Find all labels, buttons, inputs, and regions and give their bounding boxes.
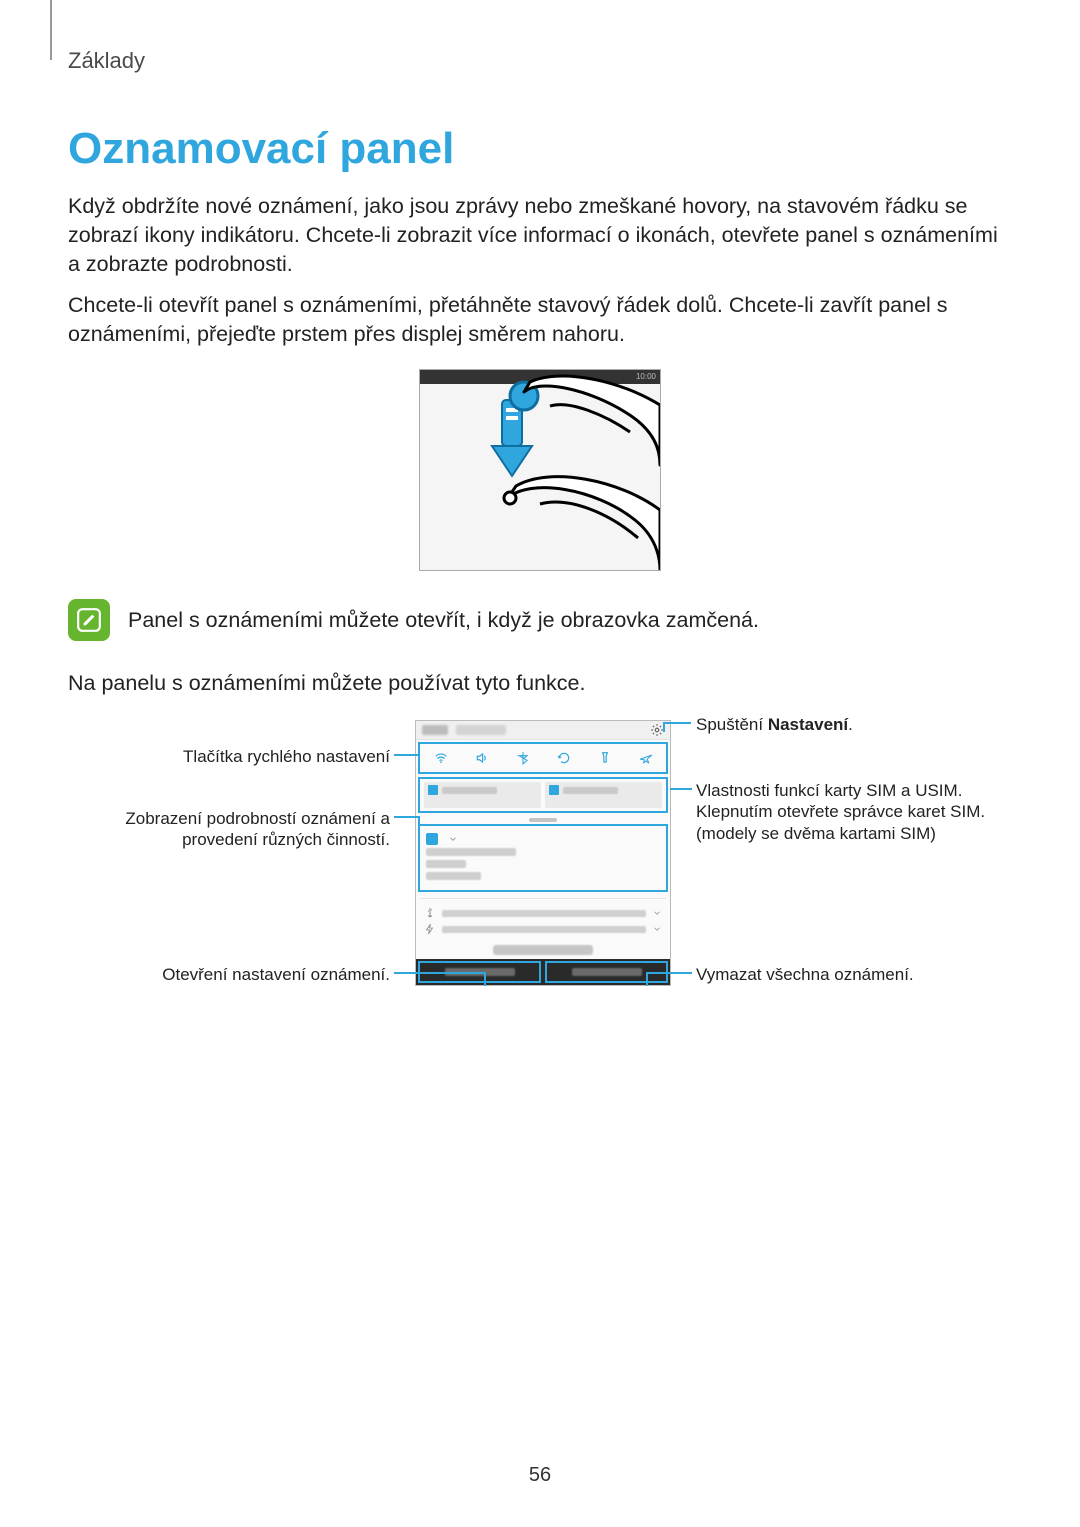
paragraph-2: Chcete-li otevřít panel s oznámeními, př… xyxy=(68,291,1012,349)
lead-line xyxy=(418,972,485,974)
callout-settings: Spuštění Nastavení. xyxy=(696,714,996,735)
blur-line xyxy=(426,860,466,868)
qs-sound xyxy=(461,744,502,772)
blur-chip xyxy=(422,725,448,735)
app-color-chip xyxy=(426,833,438,845)
qs-wifi xyxy=(420,744,461,772)
chevron-down-icon xyxy=(652,924,662,934)
callout-settings-c: . xyxy=(848,715,853,734)
lead-line xyxy=(484,972,486,986)
lead-line xyxy=(668,972,692,974)
paragraph-intro2: Na panelu s oznámeními můžete používat t… xyxy=(68,669,1012,698)
blur-line xyxy=(426,848,516,856)
lead-line xyxy=(394,754,418,756)
lead-line xyxy=(394,972,418,974)
notif-row-usb xyxy=(416,905,670,921)
swipe-arrow-icon xyxy=(492,400,532,476)
bolt-icon xyxy=(424,923,436,935)
gear-icon xyxy=(650,723,664,737)
speaker-icon xyxy=(475,751,489,765)
qs-rotate xyxy=(543,744,584,772)
blur-pill xyxy=(493,945,593,955)
separator xyxy=(420,898,666,899)
swipe-gesture-svg xyxy=(420,370,660,570)
phone-mock xyxy=(415,720,671,986)
pencil-note-icon xyxy=(76,607,102,633)
note-text: Panel s oznámeními můžete otevřít, i kdy… xyxy=(128,608,759,633)
callout-notif-settings: Otevření nastavení oznámení. xyxy=(90,964,390,985)
lead-line xyxy=(663,722,665,732)
blur-line xyxy=(426,872,481,880)
lead-line xyxy=(663,722,691,724)
side-rule xyxy=(50,0,52,60)
sim-slot-2 xyxy=(545,782,662,808)
page: Základy Oznamovací panel Když obdržíte n… xyxy=(0,0,1080,1527)
blur-chip xyxy=(456,725,506,735)
illustration-swipe: 10:00 xyxy=(419,369,661,571)
airplane-icon xyxy=(639,751,653,765)
callout-sim: Vlastnosti funkcí karty SIM a USIM. Klep… xyxy=(696,780,1006,844)
callout-settings-a: Spuštění xyxy=(696,715,768,734)
paragraph-1: Když obdržíte nové oznámení, jako jsou z… xyxy=(68,192,1012,279)
quick-settings-row xyxy=(418,742,668,774)
usb-icon xyxy=(424,907,436,919)
hand-top-icon xyxy=(510,376,660,465)
blur-label xyxy=(572,968,642,976)
phone-topbar xyxy=(416,721,670,740)
lead-line xyxy=(646,972,669,974)
qs-flashlight xyxy=(584,744,625,772)
chevron-down-icon xyxy=(652,908,662,918)
lead-line xyxy=(670,788,692,790)
callout-qs: Tlačítka rychlého nastavení xyxy=(90,746,390,767)
callout-settings-b: Nastavení xyxy=(768,715,848,734)
sim-slot-1 xyxy=(424,782,541,808)
notif-row-charge xyxy=(416,921,670,937)
illustration-swipe-wrap: 10:00 xyxy=(68,369,1012,571)
note-row: Panel s oznámeními můžete otevřít, i kdy… xyxy=(68,599,1012,641)
qs-bluetooth xyxy=(502,744,543,772)
flashlight-icon xyxy=(598,751,612,765)
annotated-diagram: Spuštění Nastavení. Vlastnosti funkcí ka… xyxy=(70,714,1010,1014)
rotate-icon xyxy=(557,751,571,765)
sim-row xyxy=(418,777,668,813)
notification-card xyxy=(418,824,668,892)
page-title: Oznamovací panel xyxy=(68,124,1012,174)
callout-notif-detail: Zobrazení podrobností oznámení a provede… xyxy=(90,808,390,851)
page-number: 56 xyxy=(0,1464,1080,1487)
hand-bottom-icon xyxy=(504,477,660,570)
lead-line xyxy=(418,816,420,830)
lead-line xyxy=(394,816,418,818)
blur-line xyxy=(442,910,646,917)
bluetooth-icon xyxy=(516,751,530,765)
note-icon xyxy=(68,599,110,641)
chevron-down-icon xyxy=(448,834,458,844)
lead-line xyxy=(646,972,648,986)
drag-handle xyxy=(529,818,557,822)
blur-line xyxy=(442,926,646,933)
qs-airplane xyxy=(625,744,666,772)
wifi-icon xyxy=(434,751,448,765)
breadcrumb: Základy xyxy=(68,48,1012,74)
callout-clear-all: Vymazat všechna oznámení. xyxy=(696,964,996,985)
